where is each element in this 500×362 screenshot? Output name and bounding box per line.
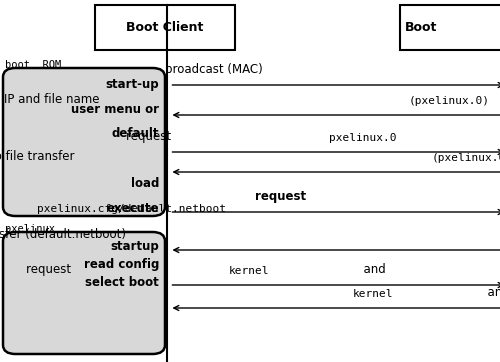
Text: user menu or: user menu or (71, 103, 159, 116)
Text: tftp file transfer (default.netboot): tftp file transfer (default.netboot) (0, 228, 126, 241)
Text: pxelinux: pxelinux (5, 224, 55, 234)
Text: IP and file name: IP and file name (4, 93, 106, 106)
FancyBboxPatch shape (3, 232, 165, 354)
Text: start-up: start-up (106, 78, 159, 91)
Text: broadcast (MAC): broadcast (MAC) (164, 63, 262, 76)
Text: and: and (356, 263, 394, 276)
FancyBboxPatch shape (95, 5, 235, 50)
Text: kernel: kernel (352, 289, 393, 299)
Text: Boot: Boot (405, 21, 438, 34)
Text: tftp file transfer: tftp file transfer (0, 150, 82, 163)
Text: request: request (254, 190, 306, 203)
Text: kernel: kernel (229, 266, 270, 276)
Text: read config: read config (84, 258, 159, 271)
Text: (pxelinux.0): (pxelinux.0) (432, 153, 500, 163)
Text: Boot Client: Boot Client (126, 21, 204, 34)
Text: and: and (480, 286, 500, 299)
Text: tftp file transfer: tftp file transfer (0, 286, 3, 299)
FancyBboxPatch shape (3, 68, 165, 216)
Text: startup: startup (110, 240, 159, 253)
Text: request: request (126, 130, 179, 143)
Text: load: load (130, 177, 159, 190)
Text: pxelinux.0: pxelinux.0 (329, 133, 396, 143)
Text: pxelinux.cfg/default.netboot: pxelinux.cfg/default.netboot (36, 204, 226, 214)
FancyBboxPatch shape (400, 5, 500, 50)
Text: boot  ROM: boot ROM (5, 60, 61, 70)
Text: execute: execute (106, 202, 159, 215)
Text: (pxelinux.0): (pxelinux.0) (409, 96, 490, 106)
Text: select boot: select boot (85, 276, 159, 289)
Text: default: default (112, 127, 159, 140)
Text: request: request (26, 263, 78, 276)
